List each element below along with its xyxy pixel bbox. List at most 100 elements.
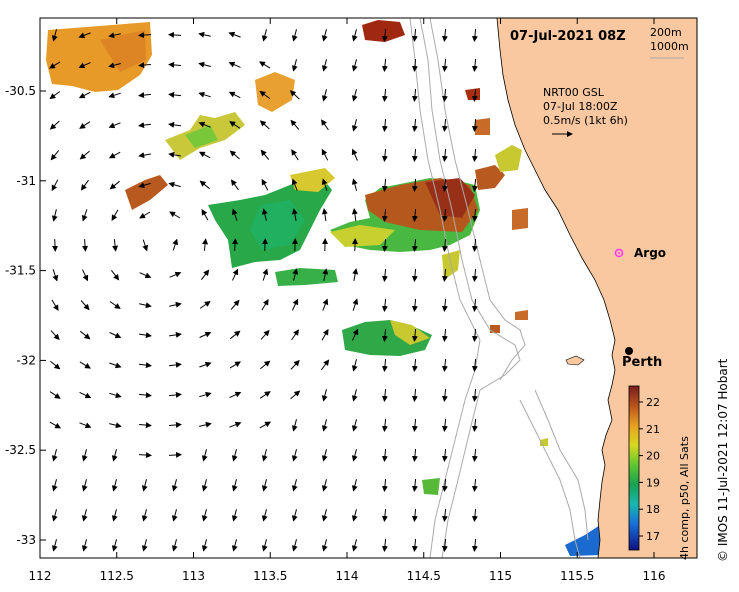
current-arrow — [201, 479, 208, 492]
current-arrow — [50, 330, 60, 341]
current-arrow — [49, 421, 62, 429]
colorbar-tick-label: 19 — [646, 476, 660, 489]
current-arrow — [381, 508, 388, 522]
current-arrow — [139, 362, 152, 369]
plot-frame — [39, 17, 698, 559]
current-arrow — [201, 539, 208, 552]
current-arrow — [51, 539, 58, 552]
current-arrow — [50, 150, 60, 161]
current-arrow — [81, 539, 88, 552]
current-arrow — [441, 88, 448, 102]
current-arrow — [261, 29, 268, 42]
contour-label-200m: 200m — [650, 26, 682, 39]
current-arrow — [108, 32, 121, 39]
current-arrow — [351, 449, 358, 462]
current-arrow — [199, 391, 212, 398]
current-arrow — [320, 359, 330, 371]
current-arrow — [351, 389, 358, 402]
current-arrow — [321, 148, 329, 161]
current-arrow — [198, 91, 211, 98]
current-arrow — [411, 478, 418, 492]
current-arrow — [381, 328, 388, 342]
current-arrow — [441, 538, 448, 552]
current-arrow — [381, 28, 388, 42]
current-arrow — [471, 298, 478, 312]
current-arrow — [169, 211, 181, 219]
current-arrow — [169, 301, 182, 308]
current-arrow — [381, 268, 388, 282]
current-arrow — [228, 31, 241, 38]
current-arrow — [381, 388, 388, 402]
sst-patch-blue-sw — [565, 525, 602, 556]
current-arrow — [109, 301, 121, 309]
current-arrow — [108, 62, 121, 69]
current-arrow — [471, 388, 478, 402]
current-arrow — [291, 449, 298, 462]
current-arrow — [201, 449, 208, 462]
current-arrow — [411, 58, 418, 72]
current-arrow — [199, 421, 212, 428]
current-arrow — [381, 58, 388, 72]
current-arrow — [441, 298, 448, 312]
current-arrow — [79, 391, 92, 399]
current-arrow — [79, 330, 91, 340]
current-arrow — [262, 238, 269, 251]
current-arrow — [228, 91, 241, 99]
current-arrow — [171, 539, 178, 552]
current-arrow — [79, 361, 91, 369]
current-arrow — [260, 149, 270, 160]
current-arrow — [471, 148, 478, 162]
x-tick-label: 112 — [29, 569, 52, 583]
current-arrow — [290, 119, 300, 130]
current-arrow — [109, 332, 122, 339]
current-arrow — [259, 391, 271, 399]
current-arrow — [291, 509, 298, 522]
current-arrow — [381, 208, 388, 222]
current-arrow — [231, 509, 238, 522]
current-arrow — [49, 120, 60, 130]
current-arrow — [411, 298, 418, 312]
current-arrow — [441, 328, 448, 342]
current-arrow — [229, 121, 241, 129]
current-arrow — [171, 509, 178, 522]
current-arrow — [78, 91, 91, 99]
current-arrow — [259, 90, 271, 99]
current-arrow — [81, 479, 88, 492]
current-arrow — [321, 208, 328, 221]
current-arrow — [141, 509, 148, 522]
map-title: 07-Jul-2021 08Z — [510, 29, 626, 44]
current-arrow — [381, 178, 388, 192]
sst-patch-brown-west — [125, 175, 168, 210]
current-arrow — [141, 539, 148, 552]
current-arrow — [261, 299, 269, 311]
current-arrow — [411, 388, 418, 402]
current-arrow — [321, 509, 328, 522]
current-arrow — [381, 298, 388, 312]
current-arrow — [51, 179, 59, 192]
current-arrow — [51, 509, 58, 522]
current-arrow — [441, 418, 448, 432]
credit-text: © IMOS 11-Jul-2021 12:07 Hobart — [716, 358, 730, 562]
current-arrow — [139, 392, 152, 399]
current-arrow — [261, 479, 268, 492]
current-arrow — [471, 448, 478, 462]
current-arrow — [78, 32, 91, 39]
current-arrow — [441, 358, 448, 372]
current-arrow — [291, 539, 298, 552]
current-arrow — [78, 62, 91, 69]
current-arrow — [441, 268, 448, 282]
current-arrow — [321, 419, 328, 432]
current-arrow — [231, 539, 238, 552]
x-tick-label: 114.5 — [407, 569, 441, 583]
perth-marker — [625, 347, 633, 355]
current-arrow — [109, 180, 120, 190]
current-arrow — [139, 422, 152, 429]
y-axis: -30.5 -31 -31.5 -32 -32.5 -33 — [5, 84, 46, 547]
current-arrow — [291, 479, 298, 492]
current-arrow — [322, 268, 329, 281]
current-arrow — [111, 269, 120, 281]
current-arrow — [321, 539, 328, 552]
current-arrow — [471, 88, 478, 102]
current-arrow — [169, 271, 182, 278]
x-axis: 112 112.5 113 113.5 114 114.5 115 115.5 116 — [29, 18, 665, 583]
